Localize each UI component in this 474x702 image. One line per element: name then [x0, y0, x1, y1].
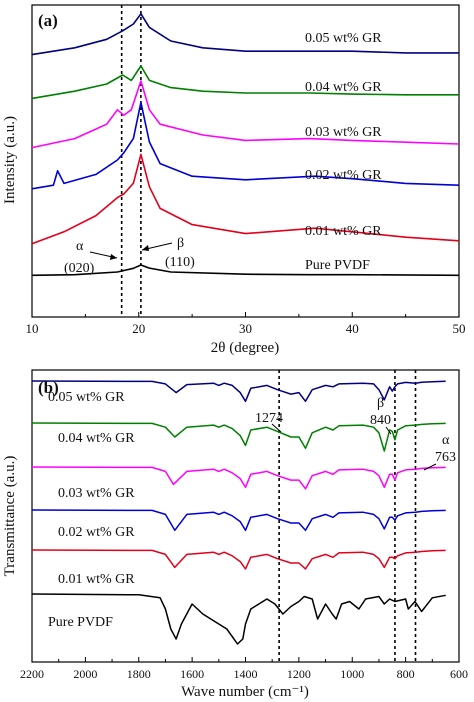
- beta-plane-label: (110): [165, 255, 195, 270]
- ftir-x-tick-label: 1800: [127, 667, 151, 681]
- xrd-annotations: α (020) β (110): [64, 236, 195, 276]
- panel-label-a: (a): [38, 11, 58, 30]
- xrd-series-line: [31, 101, 460, 190]
- ftir-x-axis-label: Wave number (cm⁻¹): [181, 684, 309, 700]
- xrd-series-label: 0.03 wt% GR: [305, 125, 382, 140]
- beta-label: β: [177, 236, 184, 251]
- ftir-series-label: 0.02 wt% GR: [58, 525, 135, 540]
- ftir-series-line: [31, 593, 446, 645]
- xrd-series-label: 0.01 wt% GR: [305, 224, 382, 239]
- alpha-arrowhead: [110, 254, 117, 260]
- xrd-series-label: 0.05 wt% GR: [305, 31, 382, 46]
- ftir-x-tick-label: 800: [397, 667, 415, 681]
- xrd-series-line: [31, 65, 459, 100]
- ftir-series-label: 0.04 wt% GR: [58, 431, 135, 446]
- ftir-x-tick-label: 1600: [180, 667, 204, 681]
- xrd-x-tick-label: 10: [26, 321, 39, 336]
- wn-1274-arrow: [271, 423, 282, 433]
- ftir-x-tick-label: 2200: [20, 667, 44, 681]
- ftir-series-label: Pure PVDF: [48, 615, 113, 630]
- wn-763-arrow: [423, 463, 437, 471]
- beta-arrowhead: [142, 245, 149, 251]
- ftir-series-line: [31, 466, 446, 490]
- ftir-series-label: 0.05 wt% GR: [48, 390, 125, 405]
- ftir-x-tick-label: 1400: [234, 667, 258, 681]
- xrd-panel: 0.05 wt% GR 0.04 wt% GR 0.03 wt% GR 0.02 wt…: [2, 4, 466, 356]
- ftir-series-line: [31, 422, 446, 452]
- xrd-series-line: [31, 80, 460, 149]
- xrd-y-axis-label: Intensity (a.u.): [2, 116, 18, 204]
- xrd-series-label: 0.04 wt% GR: [305, 80, 382, 95]
- wn-840-label: 840: [370, 413, 391, 428]
- ftir-series-line: [31, 549, 446, 570]
- ftir-panel: 0.05 wt% GR 0.04 wt% GR 0.03 wt% GR 0.02 wt…: [2, 369, 468, 700]
- ftir-annotations: 1274 β 840 α 763: [255, 396, 456, 471]
- xrd-x-axis-label: 2θ (degree): [211, 340, 279, 356]
- xrd-x-tick-label: 30: [239, 321, 252, 336]
- alpha-label: α: [76, 239, 84, 254]
- alpha-plane-label: (020): [64, 261, 95, 276]
- ftir-y-axis-label: Transmittance (a.u.): [2, 456, 18, 577]
- panel-label-b: (b): [38, 378, 59, 397]
- ftir-x-tick-label: 1200: [287, 667, 311, 681]
- xrd-series-label: Pure PVDF: [305, 258, 370, 273]
- wn-1274-label: 1274: [255, 411, 283, 426]
- xrd-x-tick-label: 20: [132, 321, 145, 336]
- ftir-series-label: 0.01 wt% GR: [58, 572, 135, 587]
- ftir-x-tick-label: 2000: [73, 667, 97, 681]
- alpha-label-b: α: [442, 433, 450, 448]
- ftir-x-tick-label: 600: [450, 667, 468, 681]
- xrd-x-tick-label: 40: [346, 321, 359, 336]
- xrd-series-line: [31, 264, 460, 277]
- xrd-series-line: [31, 153, 460, 245]
- xrd-series-label: 0.02 wt% GR: [305, 168, 382, 183]
- ftir-series-line: [31, 380, 446, 403]
- wn-840-arrow: [385, 426, 392, 435]
- ftir-series-label: 0.03 wt% GR: [58, 486, 135, 501]
- xrd-series-line: [31, 13, 459, 56]
- wn-763-label: 763: [435, 450, 456, 465]
- ftir-x-tick-label: 1000: [340, 667, 364, 681]
- xrd-x-tick-label: 50: [453, 321, 466, 336]
- beta-label-b: β: [377, 396, 384, 411]
- ftir-series-line: [31, 509, 446, 532]
